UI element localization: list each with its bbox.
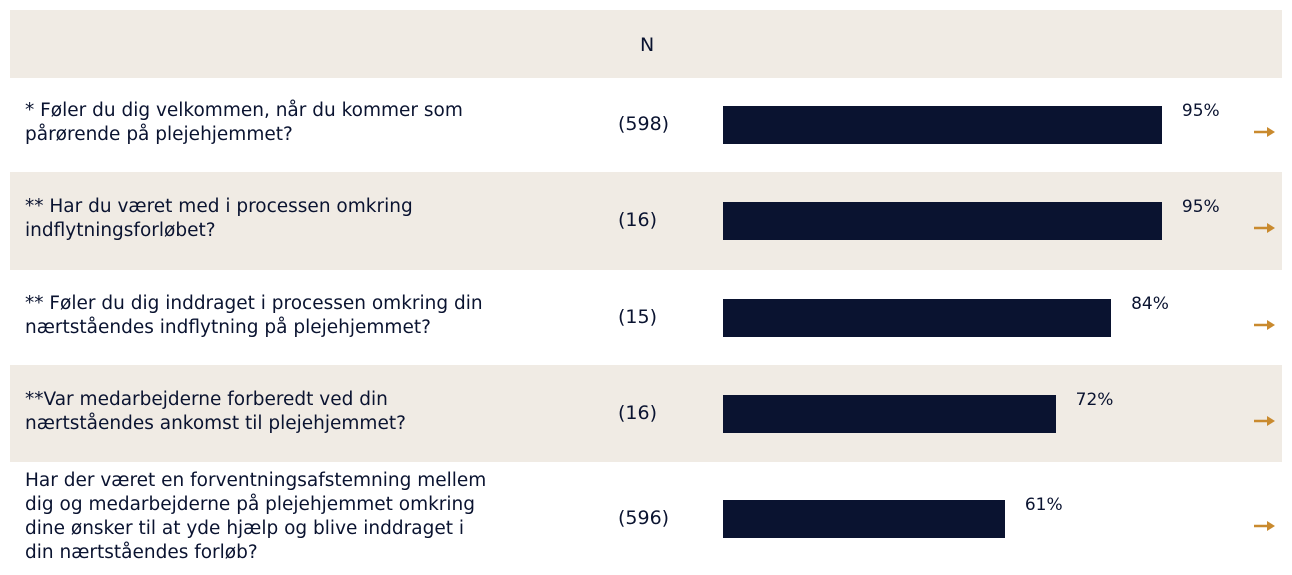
question-line: **Var medarbejderne forberedt ved din xyxy=(25,388,388,410)
n-count: (16) xyxy=(618,209,658,231)
arrow-icon xyxy=(1254,223,1275,233)
n-count: (15) xyxy=(618,305,658,328)
arrow-link[interactable] xyxy=(1254,123,1276,137)
bar xyxy=(723,106,1162,144)
question-line: nærtståendes indflytning på plejehjemmet… xyxy=(25,316,431,338)
question-line: * Føler du dig velkommen, når du kommer … xyxy=(25,100,463,121)
question-line: nærtståendes ankomst til plejehjemmet? xyxy=(25,412,406,434)
n-count: (16) xyxy=(618,401,658,424)
bar xyxy=(723,202,1162,240)
arrow-icon xyxy=(1254,319,1275,330)
arrow-link[interactable] xyxy=(1254,412,1276,426)
n-header: N xyxy=(640,34,655,56)
arrow-icon xyxy=(1254,127,1275,137)
bar xyxy=(723,499,1005,538)
bar xyxy=(723,394,1056,433)
question-line: dine ønsker til at yde hjælp og blive in… xyxy=(25,517,464,539)
arrow-icon xyxy=(1254,520,1275,531)
value-label: 95% xyxy=(1181,101,1220,121)
question-line: dig og medarbejderne på plejehjemmet omk… xyxy=(25,493,476,515)
bar xyxy=(723,298,1112,337)
n-count: (596) xyxy=(618,506,670,529)
arrow-link[interactable] xyxy=(1254,219,1276,233)
question-line: ** Føler du dig inddraget i processen om… xyxy=(25,292,483,314)
question-line: din nærtståendes forløb? xyxy=(25,541,258,563)
value-label: 61% xyxy=(1024,494,1063,515)
value-label: 95% xyxy=(1181,197,1220,217)
arrow-link[interactable] xyxy=(1254,517,1276,531)
arrow-link[interactable] xyxy=(1254,316,1276,330)
n-count: (598) xyxy=(618,113,670,135)
question-line: indflytningsforløbet? xyxy=(25,220,216,241)
row-band xyxy=(10,365,1282,462)
arrow-icon xyxy=(1254,415,1275,426)
value-label: 72% xyxy=(1075,389,1114,410)
question-line: ** Har du været med i processen omkring xyxy=(25,196,413,217)
question-line: pårørende på plejehjemmet? xyxy=(25,124,293,145)
header-band xyxy=(10,10,1282,78)
question-line: Har der været en forventningsafstemning … xyxy=(25,469,487,491)
value-label: 84% xyxy=(1131,293,1169,314)
